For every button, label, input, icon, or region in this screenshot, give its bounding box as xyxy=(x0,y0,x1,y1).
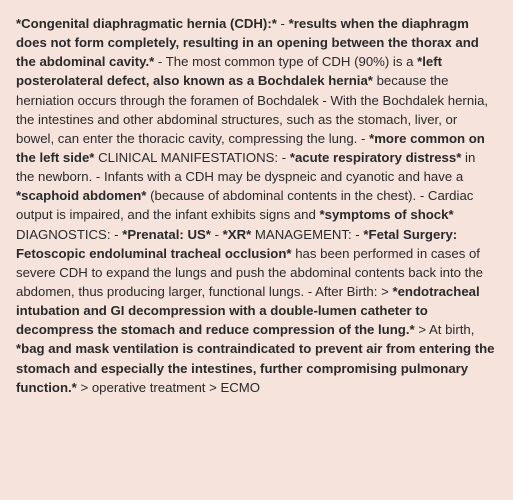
text-bold-segment: *symptoms of shock* xyxy=(320,207,454,222)
text-bold-segment: *acute respiratory distress* xyxy=(290,150,462,165)
text-bold-segment: *Congenital diaphragmatic hernia (CDH):* xyxy=(16,16,277,31)
text-segment: - xyxy=(277,16,289,31)
text-segment: > At birth, xyxy=(415,322,475,337)
text-bold-segment: *scaphoid abdomen* xyxy=(16,188,146,203)
text-bold-segment: *Prenatal: US* xyxy=(122,227,211,242)
flashcard-text: *Congenital diaphragmatic hernia (CDH):*… xyxy=(16,14,497,397)
flashcard-body: *Congenital diaphragmatic hernia (CDH):*… xyxy=(0,0,513,500)
text-segment: - The most common type of CDH (90%) is a xyxy=(154,54,417,69)
text-bold-segment: *XR* xyxy=(223,227,252,242)
text-segment: MANAGEMENT: - xyxy=(251,227,363,242)
text-segment: DIAGNOSTICS: - xyxy=(16,227,122,242)
text-segment: - xyxy=(211,227,223,242)
text-segment: CLINICAL MANIFESTATIONS: - xyxy=(94,150,289,165)
text-segment: > operative treatment > ECMO xyxy=(77,380,260,395)
